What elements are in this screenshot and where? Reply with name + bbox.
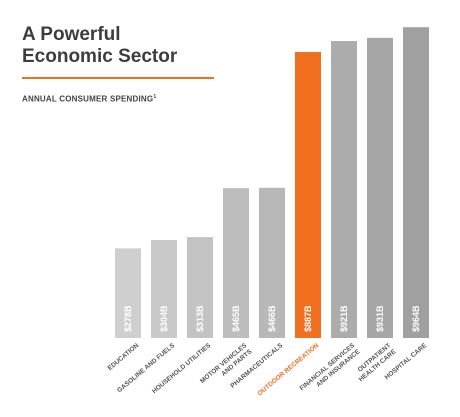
title-line-2: Economic Sector (22, 46, 178, 67)
category-label-line: HOUSEHOLD UTILITIES (151, 342, 213, 395)
bar (295, 52, 321, 339)
category-label-line: GASOLINE AND FUELS (116, 342, 177, 395)
subtitle-footnote: 1 (153, 94, 157, 100)
bar (223, 188, 249, 338)
bar-value-label: $964B (411, 305, 421, 332)
bar-value-label: $304B (159, 305, 169, 332)
category-label: GASOLINE AND FUELS (116, 342, 177, 395)
bar-value-label: $313B (195, 305, 205, 332)
bar (403, 27, 429, 339)
bar-value-label: $921B (339, 305, 349, 332)
bar-value-label: $278B (123, 305, 133, 332)
bar (115, 248, 141, 338)
bar (367, 37, 393, 338)
bar-value-label: $887B (303, 305, 313, 332)
bar (259, 187, 285, 338)
bar (187, 237, 213, 338)
page-title: A Powerful Economic Sector (22, 24, 177, 68)
bar-value-label: $465B (231, 305, 241, 332)
title-line-1: A Powerful (22, 24, 121, 45)
subtitle-text: ANNUAL CONSUMER SPENDING (22, 94, 154, 104)
bar (151, 239, 177, 338)
chart-subtitle: ANNUAL CONSUMER SPENDING1 (22, 94, 156, 104)
category-label: HOUSEHOLD UTILITIES (151, 342, 213, 395)
bar-value-label: $466B (267, 305, 277, 332)
bar (331, 41, 357, 338)
category-label: EDUCATION (107, 342, 141, 372)
title-divider (22, 77, 214, 79)
category-label-line: OUTDOOR RECREATION (256, 342, 320, 397)
category-label-line: EDUCATION (107, 342, 141, 372)
bar-value-label: $931B (375, 305, 385, 332)
category-label: OUTDOOR RECREATION (256, 342, 320, 397)
